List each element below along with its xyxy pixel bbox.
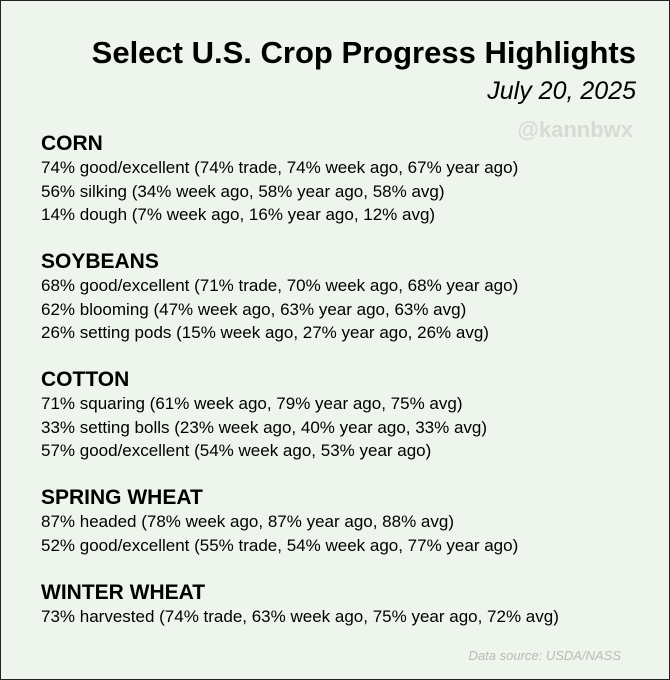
section-cotton: COTTON 71% squaring (61% week ago, 79% y… — [41, 368, 661, 463]
stat-line: 57% good/excellent (54% week ago, 53% ye… — [41, 441, 432, 460]
stat-line: 68% good/excellent (71% trade, 70% week … — [41, 276, 519, 295]
stat-line: 71% squaring (61% week ago, 79% year ago… — [41, 394, 463, 413]
stat-line: 87% headed (78% week ago, 87% year ago, … — [41, 512, 454, 531]
section-winter-wheat: WINTER WHEAT 73% harvested (74% trade, 6… — [41, 581, 661, 629]
section-title: WINTER WHEAT — [41, 581, 206, 604]
section-title: SOYBEANS — [41, 250, 159, 273]
page-title: Select U.S. Crop Progress Highlights — [91, 35, 636, 70]
section-title: SPRING WHEAT — [41, 486, 203, 509]
data-source-note: Data source: USDA/NASS — [468, 648, 621, 663]
stat-line: 52% good/excellent (55% trade, 54% week … — [41, 535, 519, 555]
report-date: July 20, 2025 — [487, 77, 636, 105]
stat-line: 74% good/excellent (74% trade, 74% week … — [41, 158, 519, 177]
stat-line: 26% setting pods (15% week ago, 27% year… — [41, 323, 489, 342]
stat-line: 73% harvested (74% trade, 63% week ago, … — [41, 607, 559, 626]
section-title: COTTON — [41, 368, 130, 391]
stat-line: 56% silking (34% week ago, 58% year ago,… — [41, 181, 445, 201]
stat-line: 33% setting bolls (23% week ago, 40% yea… — [41, 417, 488, 437]
section-spring-wheat: SPRING WHEAT 87% headed (78% week ago, 8… — [41, 486, 661, 557]
author-handle-watermark: @kannbwx — [517, 117, 633, 142]
section-soybeans: SOYBEANS 68% good/excellent (71% trade, … — [41, 250, 661, 345]
section-title: CORN — [41, 132, 103, 155]
stat-line: 62% blooming (47% week ago, 63% year ago… — [41, 299, 467, 319]
section-corn: CORN 74% good/excellent (74% trade, 74% … — [41, 132, 661, 227]
stat-line: 14% dough (7% week ago, 16% year ago, 12… — [41, 205, 436, 224]
